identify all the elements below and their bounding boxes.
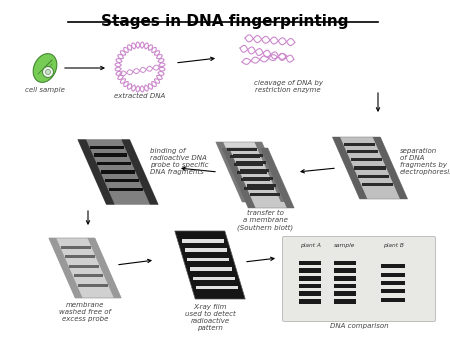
- Polygon shape: [94, 153, 127, 157]
- Bar: [381, 273, 405, 277]
- Text: DNA comparison: DNA comparison: [330, 323, 388, 329]
- Text: plant A: plant A: [300, 243, 320, 248]
- Bar: [334, 276, 356, 281]
- Text: plant B: plant B: [382, 243, 404, 248]
- Bar: [334, 284, 356, 288]
- Polygon shape: [333, 137, 408, 199]
- Polygon shape: [362, 183, 393, 186]
- Circle shape: [42, 67, 54, 77]
- Bar: [299, 268, 321, 273]
- Polygon shape: [227, 148, 257, 151]
- Polygon shape: [78, 140, 115, 204]
- Polygon shape: [333, 137, 367, 199]
- Ellipse shape: [33, 54, 57, 82]
- Text: binding of
radioactive DNA
probe to specific
DNA fragments: binding of radioactive DNA probe to spec…: [150, 148, 208, 175]
- Polygon shape: [247, 184, 276, 187]
- Polygon shape: [234, 163, 263, 166]
- Polygon shape: [190, 267, 232, 271]
- Bar: [334, 261, 356, 265]
- Polygon shape: [254, 142, 288, 202]
- Polygon shape: [243, 176, 273, 179]
- Text: membrane
washed free of
excess probe: membrane washed free of excess probe: [59, 302, 111, 322]
- Polygon shape: [90, 146, 124, 149]
- Polygon shape: [351, 159, 382, 162]
- Polygon shape: [78, 140, 158, 204]
- Polygon shape: [358, 174, 389, 177]
- Text: cleavage of DNA by
restriction enzyme: cleavage of DNA by restriction enzyme: [253, 80, 323, 93]
- Polygon shape: [347, 150, 378, 153]
- Polygon shape: [355, 166, 386, 170]
- Polygon shape: [233, 154, 263, 157]
- Bar: [299, 291, 321, 295]
- Polygon shape: [65, 255, 94, 258]
- Bar: [334, 299, 356, 304]
- Polygon shape: [122, 140, 158, 204]
- Polygon shape: [49, 238, 82, 298]
- Polygon shape: [69, 265, 99, 268]
- Polygon shape: [61, 245, 90, 248]
- Text: cell sample: cell sample: [25, 87, 65, 93]
- Text: Stages in DNA fingerprinting: Stages in DNA fingerprinting: [101, 14, 349, 29]
- Text: extracted DNA: extracted DNA: [114, 93, 166, 99]
- Polygon shape: [241, 178, 270, 181]
- Polygon shape: [87, 238, 121, 298]
- Polygon shape: [244, 187, 274, 190]
- Text: X-ray film
used to detect
radioactive
pattern: X-ray film used to detect radioactive pa…: [184, 304, 235, 331]
- Polygon shape: [240, 169, 270, 172]
- Polygon shape: [261, 148, 294, 208]
- Polygon shape: [73, 274, 104, 277]
- Bar: [381, 289, 405, 293]
- FancyBboxPatch shape: [283, 237, 436, 321]
- Polygon shape: [78, 284, 108, 287]
- Polygon shape: [101, 170, 135, 174]
- Polygon shape: [193, 277, 235, 281]
- Bar: [381, 297, 405, 302]
- Polygon shape: [196, 286, 238, 289]
- Text: sample: sample: [334, 243, 356, 248]
- Polygon shape: [109, 188, 143, 191]
- Polygon shape: [222, 148, 256, 208]
- Polygon shape: [344, 143, 375, 146]
- Polygon shape: [105, 179, 139, 182]
- Bar: [299, 299, 321, 304]
- Polygon shape: [184, 248, 226, 252]
- Polygon shape: [49, 238, 121, 298]
- Bar: [381, 281, 405, 285]
- Polygon shape: [216, 142, 288, 202]
- Polygon shape: [175, 231, 245, 299]
- Polygon shape: [182, 239, 224, 243]
- Bar: [299, 276, 321, 281]
- Bar: [381, 264, 405, 268]
- Text: transfer to
a membrane
(Southern blott): transfer to a membrane (Southern blott): [237, 210, 293, 231]
- Polygon shape: [98, 162, 131, 165]
- Text: separation
of DNA
fragments by
electrophoresis: separation of DNA fragments by electroph…: [400, 148, 450, 175]
- Polygon shape: [187, 258, 230, 261]
- Bar: [299, 261, 321, 265]
- Polygon shape: [373, 137, 408, 199]
- Bar: [334, 291, 356, 295]
- Polygon shape: [216, 142, 250, 202]
- Bar: [334, 268, 356, 273]
- Polygon shape: [222, 148, 294, 208]
- Circle shape: [45, 70, 50, 74]
- Polygon shape: [250, 193, 280, 196]
- Polygon shape: [236, 161, 266, 164]
- Polygon shape: [230, 155, 260, 158]
- Polygon shape: [237, 170, 267, 173]
- Bar: [299, 284, 321, 288]
